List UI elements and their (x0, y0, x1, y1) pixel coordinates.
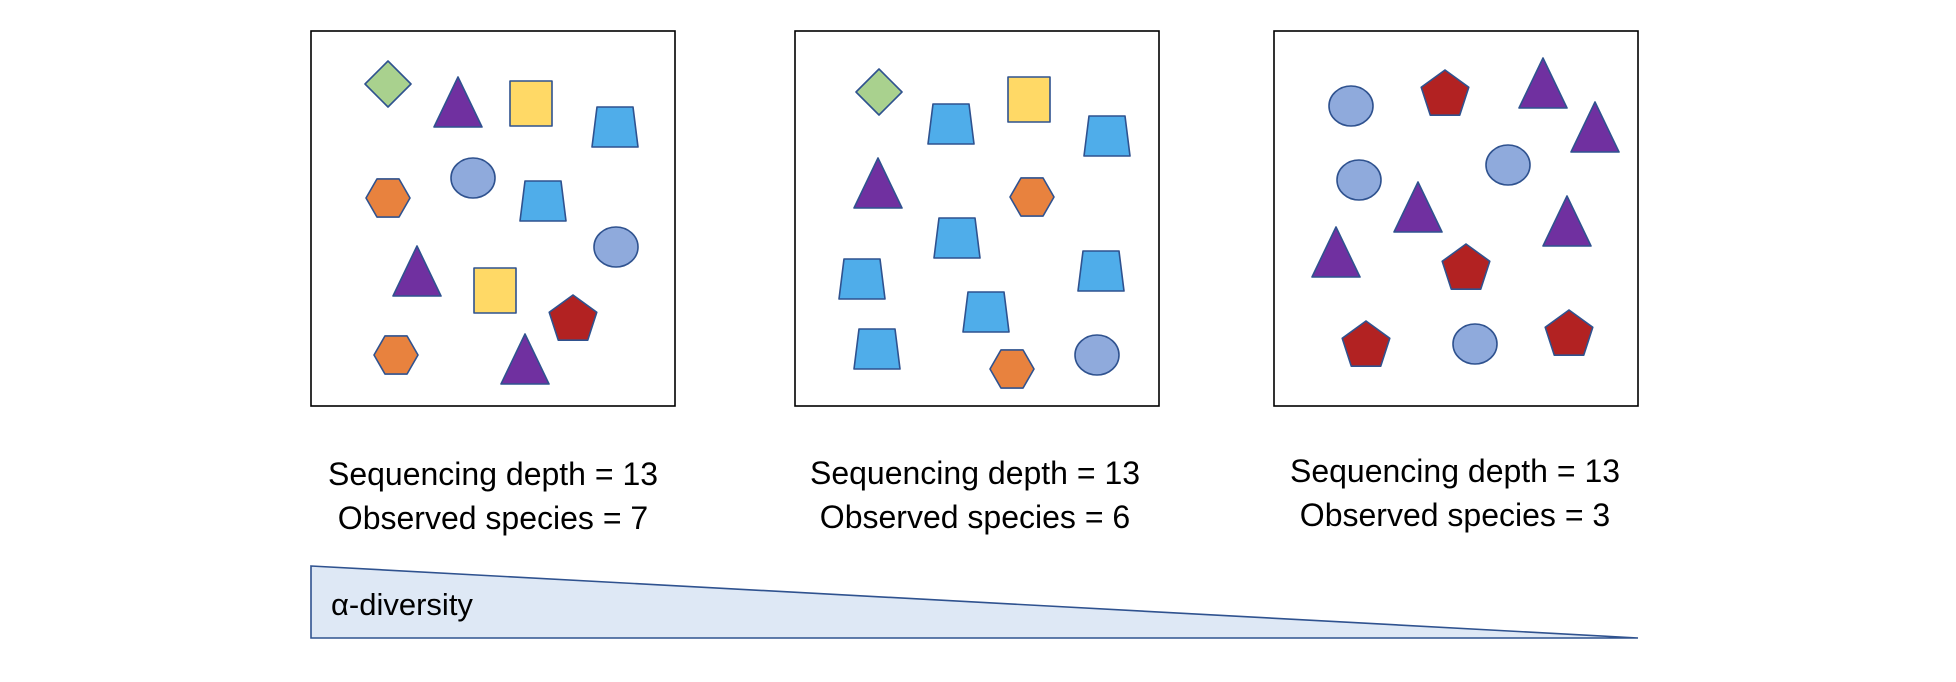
alpha-diversity-wedge: α-diversity (310, 565, 1639, 639)
triangle-icon (1311, 226, 1361, 278)
trapezoid-icon (1077, 250, 1125, 292)
sequencing-depth-label-3: Sequencing depth = 13 (1290, 453, 1620, 489)
hexagon-icon (1009, 177, 1055, 217)
observed-species-label-2: Observed species = 6 (820, 499, 1130, 535)
sample-shapes-2 (838, 68, 1131, 389)
trapezoid-icon (933, 217, 981, 259)
diamond-icon (364, 60, 412, 108)
hexagon-icon (989, 349, 1035, 389)
observed-species-label-3: Observed species = 3 (1300, 497, 1610, 533)
pentagon-icon (548, 294, 598, 342)
observed-species-label-1: Observed species = 7 (338, 500, 648, 536)
square-icon (1007, 76, 1051, 123)
circle-icon (1452, 323, 1498, 365)
pentagon-icon (1420, 69, 1470, 116)
triangle-icon (1542, 195, 1592, 247)
circle-icon (1336, 159, 1382, 201)
circle-icon (1074, 334, 1120, 376)
pentagon-icon (1544, 309, 1594, 357)
trapezoid-icon (1083, 115, 1131, 157)
trapezoid-icon (591, 106, 639, 148)
hexagon-icon (373, 335, 419, 375)
sample-box-1 (310, 30, 676, 407)
sequencing-depth-label-1: Sequencing depth = 13 (328, 456, 658, 492)
diamond-icon (855, 68, 903, 116)
alpha-diversity-label: α-diversity (331, 587, 473, 622)
circle-icon (1328, 85, 1374, 127)
trapezoid-icon (962, 291, 1010, 333)
trapezoid-icon (519, 180, 567, 222)
sample-shapes-3 (1311, 57, 1620, 368)
trapezoid-icon (853, 328, 901, 370)
triangle-icon (1570, 101, 1620, 153)
hexagon-icon (365, 178, 411, 218)
sequencing-depth-label-2: Sequencing depth = 13 (810, 455, 1140, 491)
pentagon-icon (1441, 243, 1491, 291)
triangle-icon (1393, 181, 1443, 233)
sample-panel-1: Sequencing depth = 13 Observed species =… (310, 30, 676, 536)
triangle-icon (392, 245, 442, 297)
circle-icon (1485, 144, 1531, 186)
square-icon (509, 80, 553, 127)
pentagon-icon (1341, 320, 1391, 368)
sample-panel-2: Sequencing depth = 13 Observed species =… (794, 30, 1160, 535)
triangle-icon (500, 333, 550, 385)
circle-icon (593, 226, 639, 268)
trapezoid-icon (838, 258, 886, 300)
sample-shapes-1 (364, 60, 639, 385)
trapezoid-icon (927, 103, 975, 145)
circle-icon (450, 157, 496, 199)
triangle-icon (1518, 57, 1568, 109)
triangle-icon (433, 76, 483, 128)
triangle-icon (853, 157, 903, 209)
sample-panel-3: Sequencing depth = 13 Observed species =… (1273, 30, 1639, 533)
square-icon (473, 267, 517, 314)
diversity-wedge-shape (310, 565, 1639, 639)
